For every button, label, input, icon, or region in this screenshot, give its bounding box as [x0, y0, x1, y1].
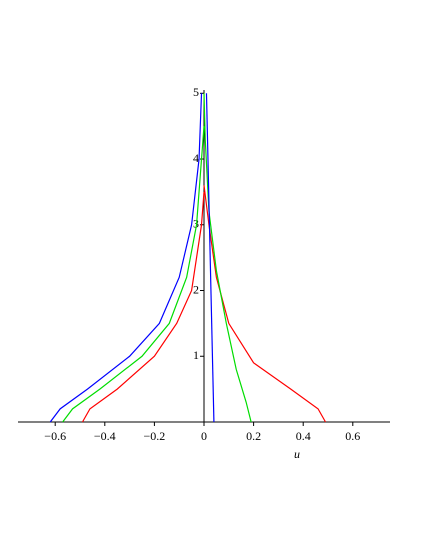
x-tick-label: −0.4 [94, 429, 116, 443]
curve [49, 93, 203, 423]
curve [81, 191, 205, 423]
x-tick-label: 0 [201, 429, 207, 443]
y-tick-label: 2 [193, 282, 199, 296]
x-tick-label: 0.2 [246, 429, 261, 443]
x-tick-label: −0.6 [44, 429, 66, 443]
y-tick-label: 1 [193, 348, 199, 362]
y-tick-label: 4 [193, 151, 199, 165]
x-tick-label: 0.6 [345, 429, 360, 443]
x-tick-label: 0.4 [296, 429, 311, 443]
x-axis-label: u [294, 447, 300, 461]
curve [205, 93, 215, 423]
curve [203, 93, 252, 423]
x-tick-label: −0.2 [144, 429, 166, 443]
y-tick-label: 3 [193, 217, 199, 231]
y-tick-label: 5 [193, 85, 199, 99]
curve [62, 126, 205, 423]
